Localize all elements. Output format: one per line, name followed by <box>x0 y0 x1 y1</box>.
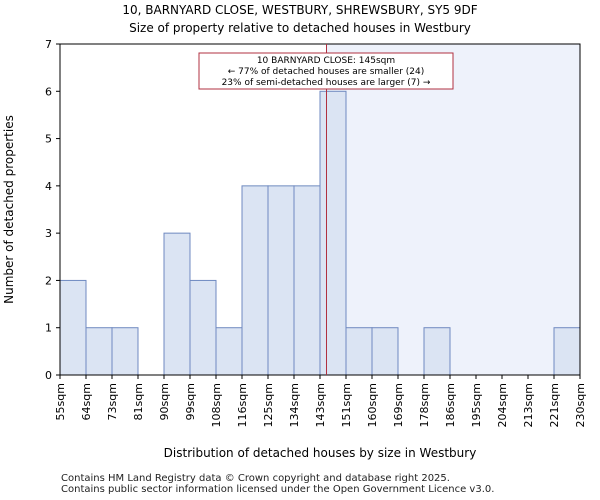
bar-151sqm <box>345 327 373 376</box>
annotation-line-3: 23% of semi-detached houses are larger (… <box>222 78 431 88</box>
x-tick-label: 90sqm <box>158 383 171 420</box>
annotation-line-2: ← 77% of detached houses are smaller (24… <box>228 67 425 77</box>
y-tick-label: 1 <box>45 322 52 335</box>
bars-group <box>59 90 581 376</box>
x-tick-label: 169sqm <box>392 383 405 427</box>
bar-143sqm <box>319 90 347 376</box>
x-tick-label: 108sqm <box>210 383 223 427</box>
x-tick-label: 230sqm <box>574 383 587 427</box>
x-tick-label: 81sqm <box>132 383 145 420</box>
y-tick-label: 0 <box>45 369 52 382</box>
y-tick-label: 2 <box>45 274 52 287</box>
chart-title: 10, BARNYARD CLOSE, WESTBURY, SHREWSBURY… <box>122 3 478 17</box>
bar-221sqm <box>553 327 581 376</box>
x-tick-label: 221sqm <box>548 383 561 427</box>
bar-90sqm <box>163 232 191 376</box>
y-tick-label: 7 <box>45 38 52 51</box>
x-tick-label: 143sqm <box>314 383 327 427</box>
footer-attribution-2: Contains public sector information licen… <box>61 484 495 495</box>
x-axis-label: Distribution of detached houses by size … <box>164 446 477 460</box>
x-tick-label: 186sqm <box>444 383 457 427</box>
bar-99sqm <box>189 279 217 376</box>
x-tick-label: 195sqm <box>470 383 483 427</box>
x-tick-label: 160sqm <box>366 383 379 427</box>
bar-73sqm <box>111 327 139 376</box>
y-tick-label: 3 <box>45 227 52 240</box>
x-tick-label: 64sqm <box>80 383 93 420</box>
x-tick-label: 134sqm <box>288 383 301 427</box>
bar-108sqm <box>215 327 243 376</box>
y-axis-label: Number of detached properties <box>2 115 16 304</box>
x-tick-label: 213sqm <box>522 383 535 427</box>
footer-attribution-1: Contains HM Land Registry data © Crown c… <box>61 473 450 484</box>
x-tick-label: 178sqm <box>418 383 431 427</box>
annotation-line-1: 10 BARNYARD CLOSE: 145sqm <box>257 56 395 66</box>
bar-116sqm <box>241 185 269 376</box>
bar-64sqm <box>85 327 113 376</box>
x-tick-label: 116sqm <box>236 383 249 427</box>
y-tick-label: 6 <box>45 85 52 98</box>
bar-55sqm <box>59 279 87 376</box>
x-axis: 55sqm 64sqm 73sqm 81sqm 90sqm 99sqm 108sqm 116s… <box>54 375 587 427</box>
bar-178sqm <box>423 327 451 376</box>
annotation-box <box>198 52 454 90</box>
bar-134sqm <box>293 185 321 376</box>
plot-border <box>59 43 581 376</box>
x-tick-label: 99sqm <box>184 383 197 420</box>
bar-160sqm <box>371 327 399 376</box>
x-tick-label: 204sqm <box>496 383 509 427</box>
x-tick-label: 73sqm <box>106 383 119 420</box>
x-tick-label: 125sqm <box>262 383 275 427</box>
x-tick-label: 151sqm <box>340 383 353 427</box>
highlight-region <box>326 44 580 375</box>
chart-subtitle: Size of property relative to detached ho… <box>129 21 471 35</box>
y-tick-label: 4 <box>45 180 52 193</box>
y-tick-label: 5 <box>45 133 52 146</box>
x-tick-label: 55sqm <box>54 383 67 420</box>
bar-125sqm <box>267 185 295 376</box>
y-axis: 0 1 2 3 4 5 6 7 <box>45 38 60 382</box>
